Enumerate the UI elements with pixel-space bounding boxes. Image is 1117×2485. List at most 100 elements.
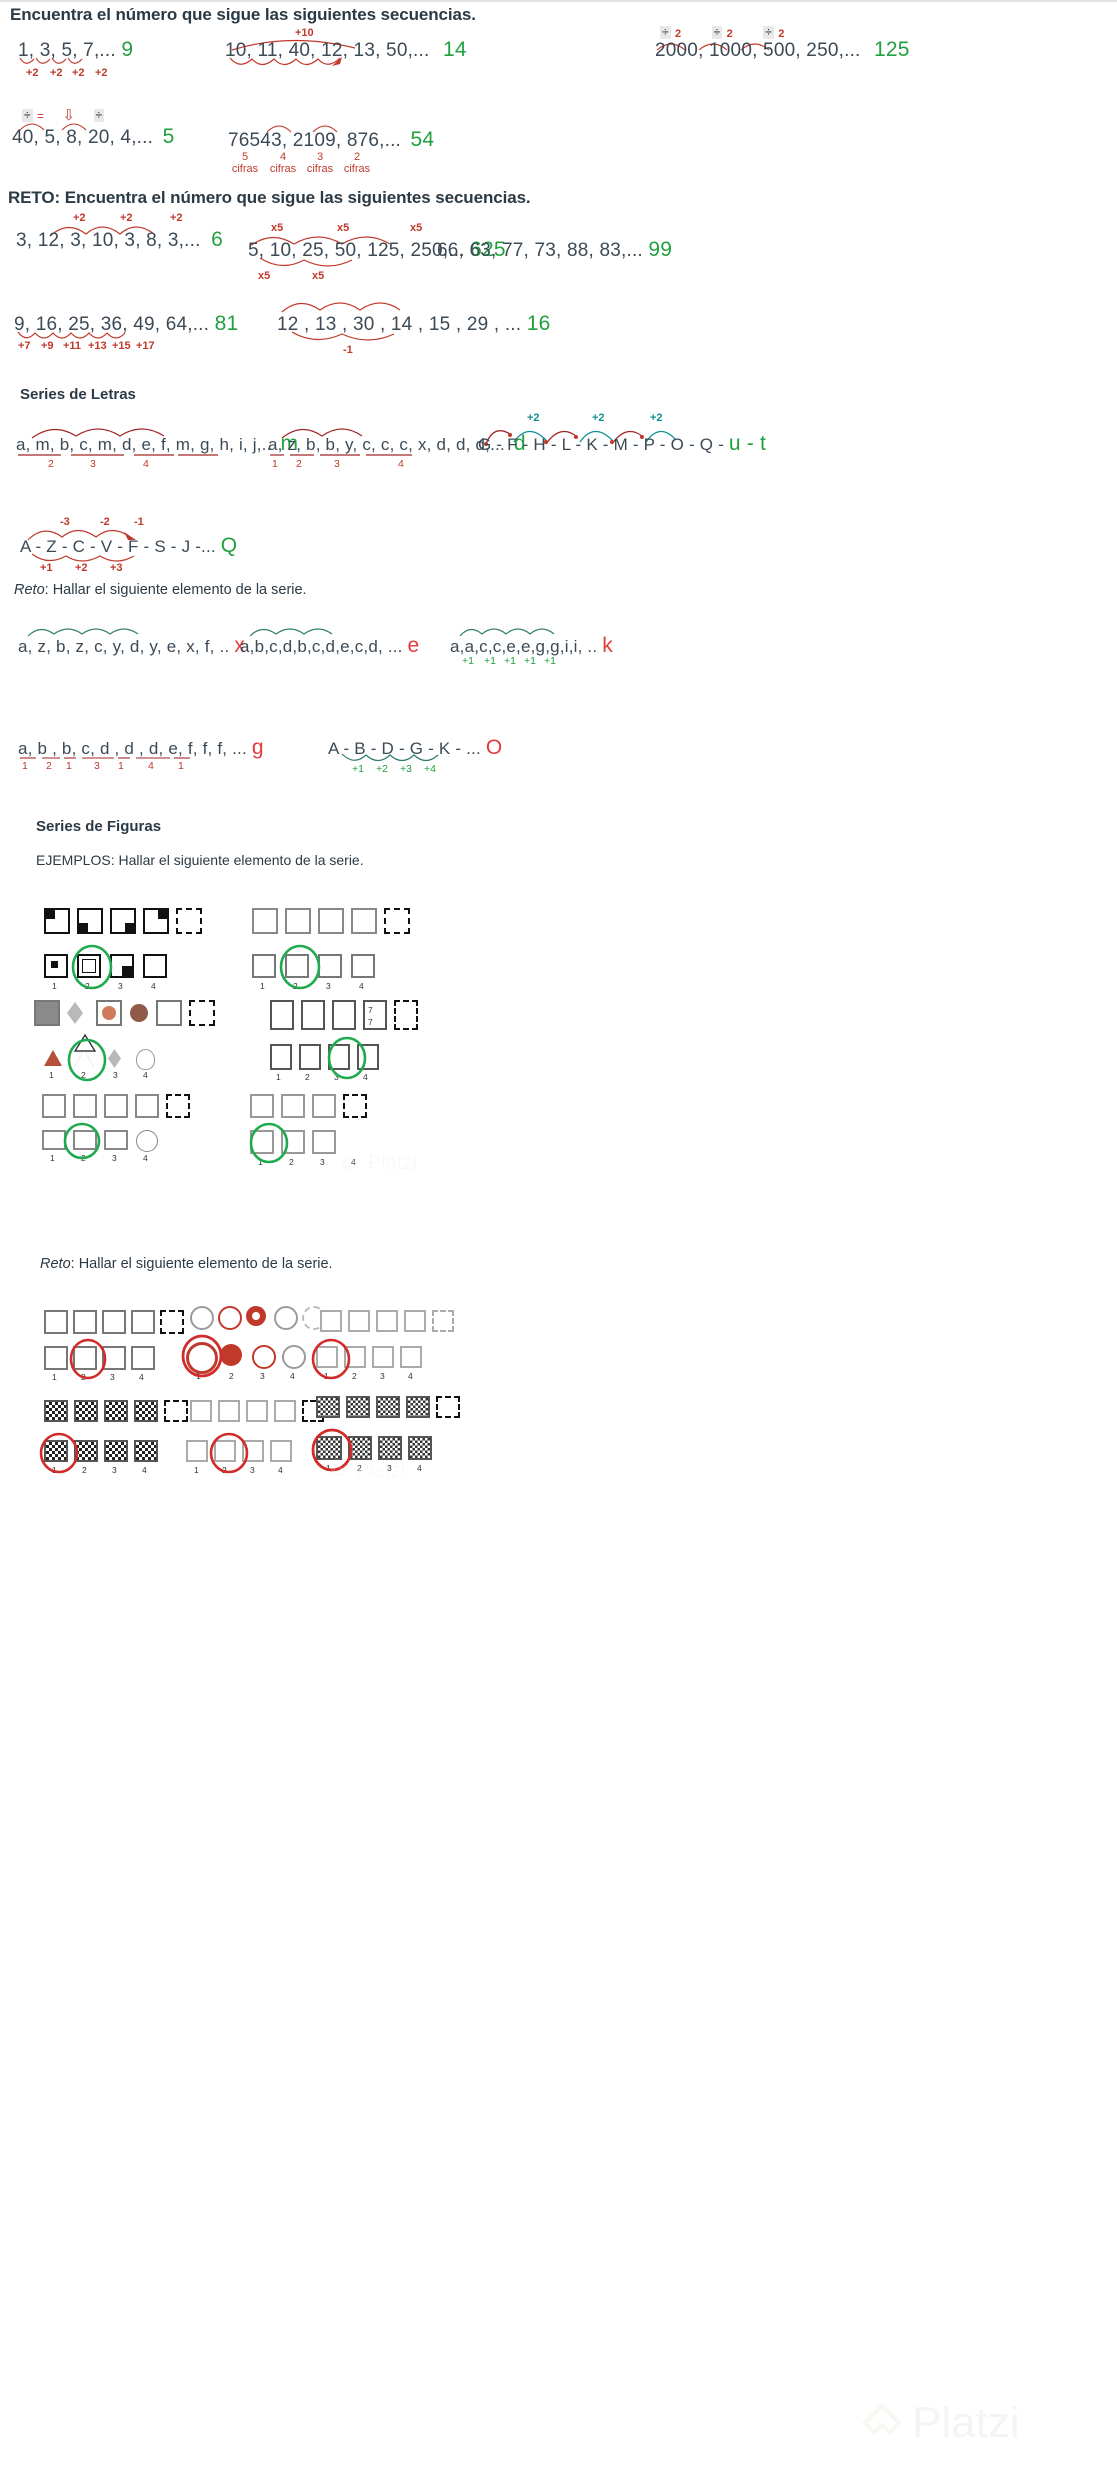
option-shape-2[interactable] bbox=[74, 1033, 96, 1067]
count-label: 4 bbox=[143, 458, 149, 470]
figure-shape bbox=[285, 908, 311, 934]
option-shape-3[interactable] bbox=[104, 1440, 128, 1462]
sequence-text: a, z, b, b, y, c, c, c, x, d, d, d,... bbox=[268, 435, 505, 454]
option-shape-4[interactable] bbox=[357, 1044, 379, 1070]
option-shape-1[interactable] bbox=[42, 1130, 66, 1150]
count-label: 2 bbox=[296, 458, 302, 470]
option-shape-2[interactable] bbox=[214, 1440, 236, 1462]
count-label: 1 bbox=[118, 760, 124, 772]
option-index: 4 bbox=[143, 1153, 148, 1163]
figure-blank bbox=[432, 1310, 454, 1332]
option-shape-3[interactable] bbox=[104, 1130, 128, 1150]
option-shape-1[interactable] bbox=[44, 1346, 68, 1370]
option-index: 3 bbox=[112, 1465, 117, 1475]
count-label: 1 bbox=[272, 458, 278, 470]
option-shape-4[interactable] bbox=[136, 1049, 155, 1070]
option-shape-2[interactable] bbox=[74, 1440, 98, 1462]
reto-letras-label: Reto: Hallar el siguiente elemento de la… bbox=[14, 582, 307, 598]
corner-dot bbox=[46, 910, 55, 919]
answer-value: 16 bbox=[526, 312, 551, 335]
option-shape-3[interactable] bbox=[108, 1049, 121, 1068]
figure-shape bbox=[316, 1396, 340, 1418]
triangle-outline bbox=[74, 1033, 96, 1052]
watermark-text: Platzi bbox=[368, 1152, 417, 1174]
answer-value: 99 bbox=[648, 238, 673, 261]
option-shape-1[interactable] bbox=[186, 1440, 208, 1462]
number-sequence-sesenta-seis: 66, 63, 77, 73, 88, 83,... 99 bbox=[437, 238, 672, 262]
letter-sequence-azcv: A - Z - C - V - F - S - J -... Q bbox=[20, 534, 237, 558]
option-shape-1[interactable] bbox=[44, 1440, 68, 1462]
option-shape-3[interactable] bbox=[312, 1130, 336, 1154]
option-shape-1[interactable] bbox=[250, 1130, 274, 1154]
figure-shape bbox=[102, 1310, 126, 1334]
option-shape-4[interactable] bbox=[408, 1436, 432, 1460]
inner-dot bbox=[252, 1312, 260, 1320]
option-shape-2[interactable] bbox=[344, 1346, 366, 1368]
option-index: 2 bbox=[82, 1465, 87, 1475]
op-label: +2 bbox=[72, 67, 85, 79]
answer-value: 9 bbox=[121, 38, 134, 61]
option-shape-1[interactable] bbox=[252, 954, 276, 978]
option-index: 1 bbox=[324, 1371, 329, 1381]
option-shape-2[interactable] bbox=[281, 1130, 305, 1154]
sequence-text: a, b , b, c, d , d , d, e, f, f, f, ... bbox=[18, 739, 247, 758]
option-index: 1 bbox=[260, 981, 265, 991]
option-shape-2[interactable] bbox=[73, 1130, 97, 1150]
option-shape-3[interactable] bbox=[242, 1440, 264, 1462]
option-shape-1[interactable] bbox=[270, 1044, 292, 1070]
option-shape-1[interactable] bbox=[44, 954, 68, 978]
option-shape-4[interactable] bbox=[400, 1346, 422, 1368]
option-shape-2[interactable] bbox=[348, 1436, 372, 1460]
option-shape-1[interactable] bbox=[44, 1050, 62, 1066]
sequence-text: A - B - D - G - K - ... bbox=[328, 739, 481, 758]
answer-value: Q bbox=[220, 534, 238, 557]
op-label: +3 bbox=[110, 562, 123, 574]
figure-shape bbox=[218, 1400, 240, 1422]
option-index: 1 bbox=[50, 1153, 55, 1163]
reto-word: Reto bbox=[40, 1256, 71, 1272]
option-shape-2[interactable] bbox=[73, 1346, 97, 1370]
option-shape-3[interactable] bbox=[102, 1346, 126, 1370]
letter-sequence-abdgk: A - B - D - G - K - ... O bbox=[328, 736, 502, 760]
option-shape-4[interactable] bbox=[351, 954, 375, 978]
answer-value: O bbox=[485, 736, 503, 759]
division-icon: ÷ bbox=[763, 25, 774, 40]
option-shape-1[interactable] bbox=[186, 1342, 218, 1374]
option-index: 3 bbox=[110, 1372, 115, 1382]
op-label: +2 bbox=[650, 412, 663, 424]
answer-value: 125 bbox=[874, 38, 910, 61]
figure-circle bbox=[130, 1004, 148, 1022]
option-index: 2 bbox=[289, 1157, 294, 1167]
option-shape-2[interactable] bbox=[220, 1344, 242, 1366]
figure-blank bbox=[343, 1094, 367, 1118]
option-shape-3[interactable] bbox=[378, 1436, 402, 1460]
option-shape-2[interactable] bbox=[285, 954, 309, 978]
option-index: 2 bbox=[352, 1371, 357, 1381]
option-shape-3[interactable] bbox=[318, 954, 342, 978]
option-shape-1[interactable] bbox=[316, 1436, 342, 1460]
option-shape-1[interactable] bbox=[316, 1346, 338, 1368]
answer-value: 54 bbox=[410, 128, 435, 151]
option-shape-2[interactable] bbox=[77, 954, 101, 978]
sequence-text: 40, 5, 8, 20, 4,... bbox=[12, 127, 154, 148]
sequence-text: a,b,c,d,b,c,d,e,c,d, ... bbox=[240, 637, 403, 656]
option-shape-3[interactable] bbox=[252, 1345, 276, 1369]
option-shape-3[interactable] bbox=[110, 954, 134, 978]
sequence-text: 2000, 1000, 500, 250,... bbox=[655, 40, 861, 61]
option-shape-4[interactable] bbox=[270, 1440, 292, 1462]
option-shape-3[interactable] bbox=[372, 1346, 394, 1368]
letter-sequence-abbcd: a, b , b, c, d , d , d, e, f, f, f, ... … bbox=[18, 736, 264, 760]
cifra-text: cifras bbox=[306, 163, 334, 175]
op-label: +2 bbox=[120, 212, 133, 224]
option-index: 4 bbox=[408, 1371, 413, 1381]
option-index: 4 bbox=[151, 981, 156, 991]
option-shape-4[interactable] bbox=[131, 1346, 155, 1370]
answer-value: k bbox=[602, 634, 613, 657]
option-shape-3[interactable] bbox=[328, 1044, 350, 1070]
option-shape-2[interactable] bbox=[299, 1044, 321, 1070]
sequence-text: a,a,c,c,e,e,g,g,i,i, .. bbox=[450, 637, 598, 656]
option-shape-4[interactable] bbox=[134, 1440, 158, 1462]
option-shape-4[interactable] bbox=[136, 1130, 158, 1152]
option-shape-4[interactable] bbox=[282, 1345, 306, 1369]
option-shape-4[interactable] bbox=[143, 954, 167, 978]
